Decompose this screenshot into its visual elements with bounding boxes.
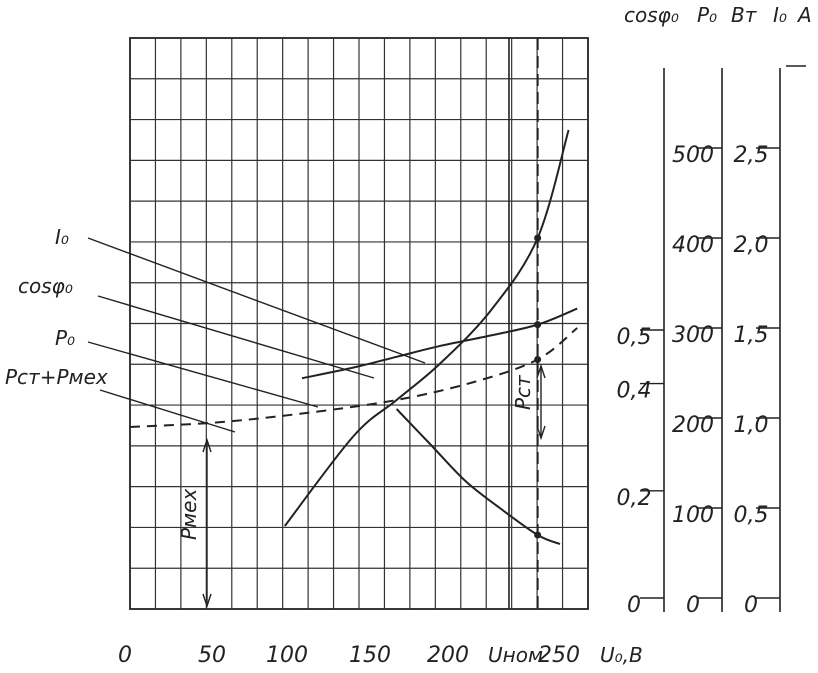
legend-label-p0: P₀ — [55, 326, 75, 350]
right-axis-tick-label: 200 — [672, 413, 714, 438]
right-axis-tick-label: 0 — [744, 593, 758, 618]
pst-arrowheads — [536, 363, 546, 441]
right-axis-tick-label: 0,5 — [734, 503, 769, 528]
series-point-3 — [534, 356, 542, 363]
x-tick-label: 250 — [538, 643, 580, 668]
legend-leader-line — [97, 295, 375, 379]
x-axis-marker-label: Uном — [488, 643, 543, 667]
x-tick-label: 50 — [198, 643, 226, 668]
legend-label-cos: cosφ₀ — [18, 274, 73, 298]
right-axis-tick-label: 100 — [672, 503, 714, 528]
series-line-0 — [284, 129, 570, 527]
right-axis-header-p: P₀ — [697, 3, 717, 27]
legend-label-pst-pmex: Pст+Pмех — [5, 365, 108, 389]
right-axis-tick-label: 500 — [672, 143, 714, 168]
series-point-1 — [534, 321, 542, 329]
right-axis-header-i: I₀ — [773, 3, 787, 27]
series-line-1 — [301, 307, 578, 380]
right-axis-tick-label: 2,5 — [734, 143, 769, 168]
legend-leader-line — [87, 237, 426, 364]
x-tick-label: 0 — [118, 643, 132, 668]
right-axis-tick-label: 0 — [686, 593, 700, 618]
right-axis-tick-label: 0 — [627, 593, 641, 618]
nominal-voltage-marker — [202, 38, 546, 609]
right-axis-tick-label: 0,4 — [617, 379, 652, 404]
right-axis-tick-label: 0,2 — [617, 486, 652, 511]
annotation-pst: Pст — [511, 374, 535, 410]
legend-leader-line — [99, 389, 236, 433]
right-axis-header-i-unit: A — [796, 3, 812, 27]
annotation-pmex: Pмех — [177, 489, 201, 540]
legend-label-i0: I₀ — [55, 225, 69, 249]
right-axis-header-p-unit: Вт — [731, 3, 758, 27]
x-axis-label: U₀,B — [600, 643, 643, 667]
right-axis-header-cos: cosφ₀ — [624, 3, 679, 27]
legend-leader-line — [87, 341, 319, 408]
right-axis-tick-label: 2,0 — [734, 233, 769, 258]
right-axis-tick-label: 1,5 — [734, 323, 769, 348]
series-line-2 — [395, 408, 561, 545]
right-axis-tick-label: 300 — [672, 323, 714, 348]
grid — [129, 37, 589, 610]
legend: I₀ cosφ₀ P₀ Pст+Pмех — [5, 225, 426, 433]
pmex-arrowheads — [202, 437, 212, 609]
right-scales: 0 0,2 0,4 0,5 0 100 200 300 400 500 0 0,5 1,0 1,5 2,0 2… — [617, 65, 806, 618]
x-tick-label: 150 — [349, 643, 391, 668]
x-axis-ticks: 0 50 100 150 200 250 — [118, 643, 580, 668]
x-tick-label: 100 — [266, 643, 308, 668]
right-axis-tick-label: 1,0 — [734, 413, 769, 438]
right-axis-tick-label: 0,5 — [617, 325, 652, 350]
x-tick-label: 200 — [427, 643, 469, 668]
right-axis-tick-label: 400 — [672, 233, 714, 258]
